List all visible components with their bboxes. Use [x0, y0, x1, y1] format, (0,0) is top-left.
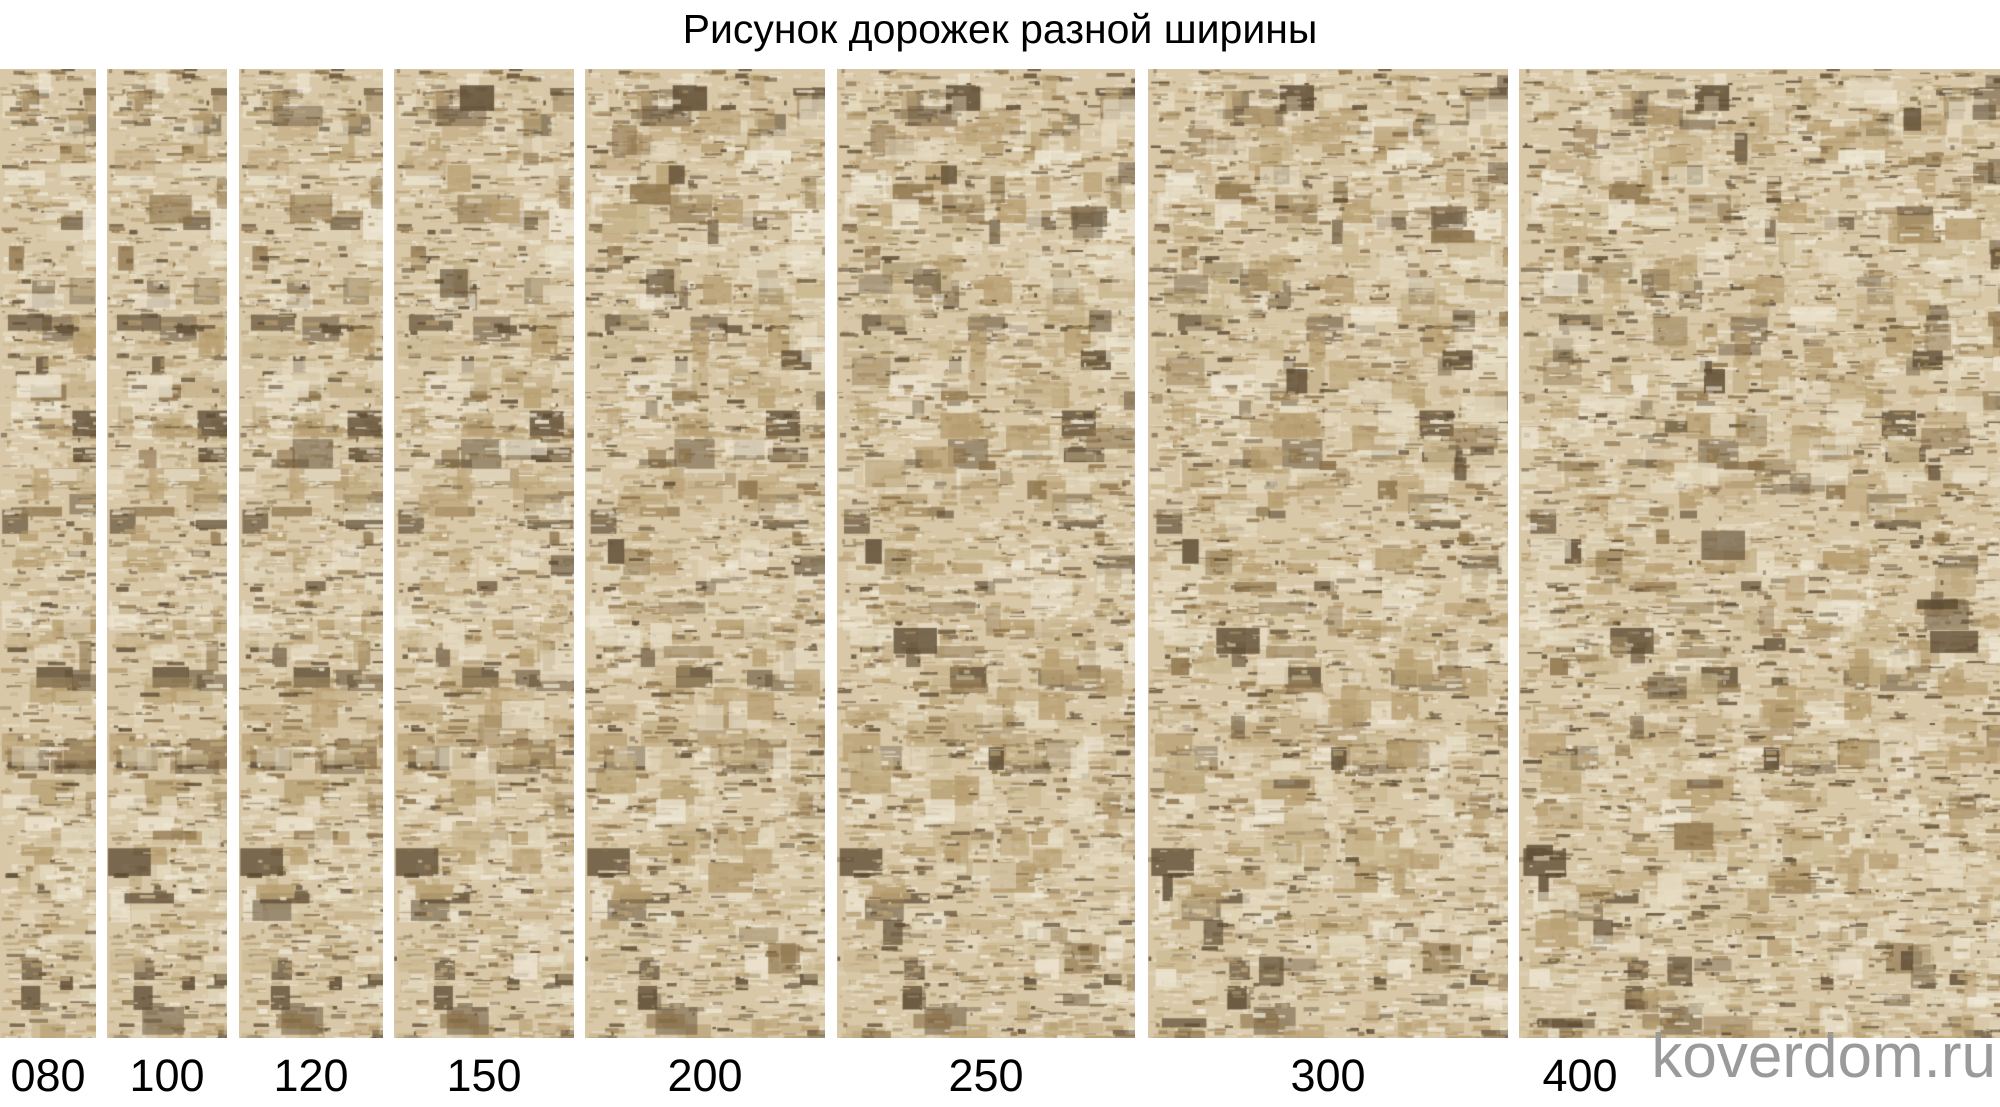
runner-texture [394, 69, 574, 1038]
runner-texture [239, 69, 383, 1038]
runner-400 [1519, 69, 2000, 1038]
runner-080 [0, 69, 96, 1038]
runner-120 [239, 69, 383, 1038]
width-label-080: 080 [10, 1050, 86, 1101]
width-label-300: 300 [1290, 1050, 1366, 1101]
runner-150 [394, 69, 574, 1038]
width-label-150: 150 [446, 1050, 522, 1101]
runner-100 [107, 69, 227, 1038]
page-title: Рисунок дорожек разной ширины [682, 6, 1318, 52]
runner-texture [585, 69, 825, 1038]
runner-200 [585, 69, 825, 1038]
runner-texture [1148, 69, 1508, 1038]
watermark: koverdom.ru [1651, 1022, 1996, 1091]
width-label-400: 400 [1542, 1050, 1618, 1101]
runner-300 [1148, 69, 1508, 1038]
runner-texture [837, 69, 1135, 1038]
runner-texture [0, 69, 96, 1038]
width-label-200: 200 [667, 1050, 743, 1101]
width-label-120: 120 [273, 1050, 349, 1101]
width-label-100: 100 [129, 1050, 205, 1101]
runner-250 [837, 69, 1135, 1038]
runner-texture [1519, 69, 2000, 1038]
runner-texture [107, 69, 227, 1038]
width-label-250: 250 [948, 1050, 1024, 1101]
